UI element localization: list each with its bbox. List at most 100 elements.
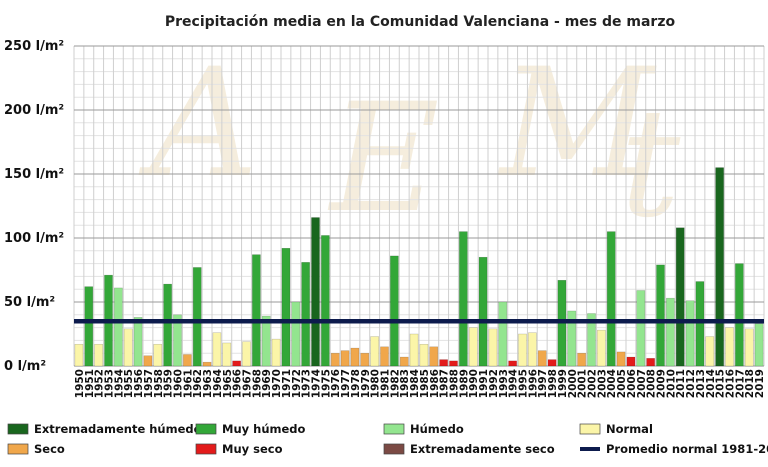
bar: [74, 343, 84, 367]
bar: [449, 360, 458, 367]
legend-swatch: [195, 443, 217, 455]
x-tick-label: 2002: [587, 369, 599, 398]
x-tick-label: 2005: [616, 369, 628, 398]
bar: [587, 313, 596, 367]
bar: [390, 255, 399, 367]
bar: [488, 328, 498, 367]
bar: [656, 264, 665, 367]
x-tick-label: 1973: [301, 369, 313, 398]
x-tick-label: 1965: [222, 369, 234, 398]
bar: [291, 301, 301, 367]
x-tick-label: 1968: [251, 369, 263, 398]
y-axis-labels: 0 l/m² 50 l/m² 100 l/m² 150 l/m² 200 l/m² 250…: [4, 39, 64, 374]
bar: [626, 356, 636, 367]
chart-title: Precipitación media en la Comunidad Vale…: [165, 14, 676, 30]
bar: [498, 301, 508, 367]
x-tick-label: 1985: [419, 369, 431, 398]
x-tick-label: 2017: [734, 369, 746, 398]
x-tick-label: 1958: [153, 369, 165, 398]
bar: [577, 352, 586, 367]
x-tick-label: 1950: [74, 369, 86, 398]
bar: [399, 356, 409, 367]
bar: [666, 297, 675, 367]
bar: [133, 317, 143, 367]
bar: [429, 346, 439, 367]
bar: [439, 359, 448, 367]
x-tick-label: 1970: [271, 369, 283, 398]
x-tick-label: 1959: [163, 369, 175, 398]
bar: [380, 346, 389, 367]
bar: [478, 256, 488, 367]
bar: [212, 332, 222, 367]
x-tick-label: 1961: [182, 369, 194, 398]
x-tick-label: 1996: [527, 369, 539, 398]
bar: [261, 315, 271, 367]
legend-swatch: [383, 423, 405, 435]
x-tick-label: 1986: [429, 369, 441, 398]
bar: [508, 360, 517, 367]
bar: [754, 323, 764, 367]
bar: [84, 286, 94, 367]
bar: [468, 327, 478, 367]
x-tick-label: 2001: [577, 369, 589, 398]
x-tick-label: 1976: [330, 369, 342, 398]
x-tick-label: 1954: [113, 369, 125, 398]
legend-average-label: Promedio normal 1981-2010: [606, 442, 768, 456]
x-tick-label: 1988: [449, 369, 461, 398]
x-tick-label: 1969: [261, 369, 273, 398]
bar: [518, 333, 527, 367]
legend-label: Normal: [606, 422, 653, 436]
x-tick-label: 1997: [537, 369, 549, 398]
legend-label: Extremadamente húmedo: [34, 422, 202, 436]
x-tick-label: 1987: [439, 369, 451, 398]
x-tick-label: 1967: [242, 369, 254, 398]
svg-text:E: E: [327, 72, 440, 246]
x-tick-label: 1982: [389, 369, 401, 398]
bar: [192, 267, 202, 367]
bar: [636, 290, 646, 367]
bar: [695, 281, 705, 367]
x-tick-label: 1981: [380, 369, 392, 398]
x-tick-label: 1979: [360, 369, 372, 398]
bar: [94, 343, 103, 367]
x-tick-label: 1957: [143, 369, 155, 398]
x-tick-label: 1963: [202, 369, 214, 398]
bar: [528, 332, 537, 367]
x-tick-label: 2015: [715, 369, 727, 398]
bar: [616, 351, 626, 367]
legend-label: Muy seco: [222, 442, 283, 456]
x-tick-label: 1993: [498, 369, 510, 398]
legend-swatch: [195, 423, 217, 435]
x-tick-label: 1978: [350, 369, 362, 398]
x-tick-label: 1977: [340, 369, 352, 398]
svg-text:A: A: [138, 37, 258, 211]
bar: [202, 361, 212, 367]
bar: [597, 329, 606, 367]
x-tick-label: 1994: [508, 369, 520, 398]
legend-label: Seco: [34, 442, 65, 456]
bar: [252, 254, 261, 367]
bar: [242, 341, 251, 367]
x-tick-label: 2008: [646, 369, 658, 398]
bar: [725, 327, 734, 367]
bar: [744, 328, 754, 367]
x-tick-label: 1960: [173, 369, 185, 398]
x-tick-label: 2013: [695, 369, 707, 398]
x-tick-label: 1990: [468, 369, 480, 398]
x-tick-label: 2009: [656, 369, 668, 398]
x-tick-label: 1962: [192, 369, 204, 398]
bar: [537, 350, 547, 367]
bar: [222, 342, 232, 367]
bar: [281, 247, 291, 367]
bar: [685, 300, 695, 367]
x-tick-label: 1975: [320, 369, 332, 398]
bar: [143, 355, 153, 367]
x-tick-label: 2000: [567, 369, 579, 398]
x-tick-label: 1956: [133, 369, 145, 398]
x-tick-label: 2004: [606, 369, 618, 398]
x-tick-label: 1951: [84, 369, 96, 398]
x-tick-label: 1999: [557, 369, 569, 398]
legend-swatch: [383, 443, 405, 455]
bar: [419, 343, 429, 367]
